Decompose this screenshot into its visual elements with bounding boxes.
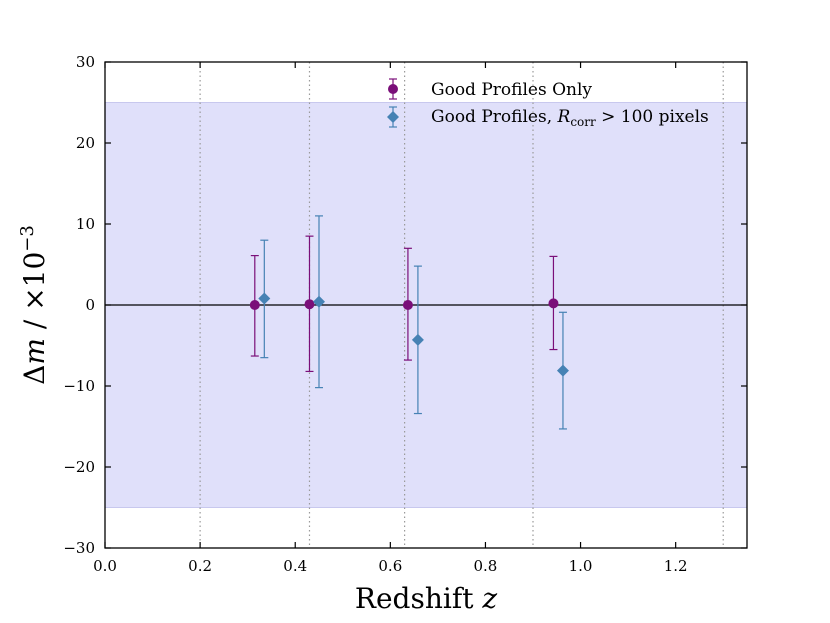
y-axis-title: Δm / ×10−3 [17, 225, 51, 385]
legend-label-s2-suffix: > 100 pixels [596, 107, 709, 127]
data-point [402, 300, 413, 310]
data-point [249, 300, 260, 310]
x-tick-label: 1.2 [664, 557, 688, 575]
y-axis-title-m: m [18, 338, 51, 365]
series-2 [258, 215, 569, 430]
x-tick-label: 0.0 [93, 557, 117, 575]
data-point [258, 292, 271, 305]
x-tick-label: 0.2 [188, 557, 212, 575]
y-tick-label: 20 [76, 134, 95, 152]
legend-marker-s2 [387, 106, 399, 128]
y-axis-title-rest: / ×10 [18, 252, 51, 338]
y-tick-label: 0 [85, 296, 95, 314]
data-point [304, 299, 315, 310]
legend: Good Profiles Only Good Profiles, Rcorr … [387, 78, 709, 129]
y-axis-title-delta: Δ [18, 365, 51, 385]
y-tick-label: 30 [76, 53, 95, 71]
x-axis-title-main: Redshift [355, 582, 482, 615]
y-tick-label: −20 [63, 458, 95, 476]
legend-label-s2: Good Profiles, Rcorr > 100 pixels [431, 107, 709, 129]
x-tick-label: 0.8 [474, 557, 498, 575]
data-point [548, 298, 559, 309]
legend-label-s2-r: R [557, 107, 571, 127]
x-axis-title-var: z [481, 582, 497, 615]
y-tick-label: −10 [63, 377, 95, 395]
x-tick-label: 0.4 [283, 557, 307, 575]
y-tick-label: 10 [76, 215, 95, 233]
y-tick-label: −30 [63, 539, 95, 557]
y-axis-title-exp: −3 [17, 225, 38, 252]
data-point [313, 295, 325, 308]
x-tick-label: 0.6 [378, 557, 402, 575]
legend-label-s1: Good Profiles Only [431, 80, 592, 100]
series-1 [249, 235, 559, 373]
x-axis-title: Redshift z [355, 582, 497, 615]
data-point [411, 333, 424, 346]
legend-label-s2-prefix: Good Profiles, [431, 107, 558, 127]
legend-marker-s1 [388, 78, 398, 100]
legend-label-s2-sub: corr [570, 115, 596, 129]
x-tick-label: 1.0 [569, 557, 593, 575]
axis-ticks: 0.0 0.2 0.4 0.6 0.8 1.0 1.2 −30 −20 −10 0 10 20 30 [63, 53, 747, 575]
data-point [556, 364, 569, 377]
series-layer [249, 215, 569, 430]
